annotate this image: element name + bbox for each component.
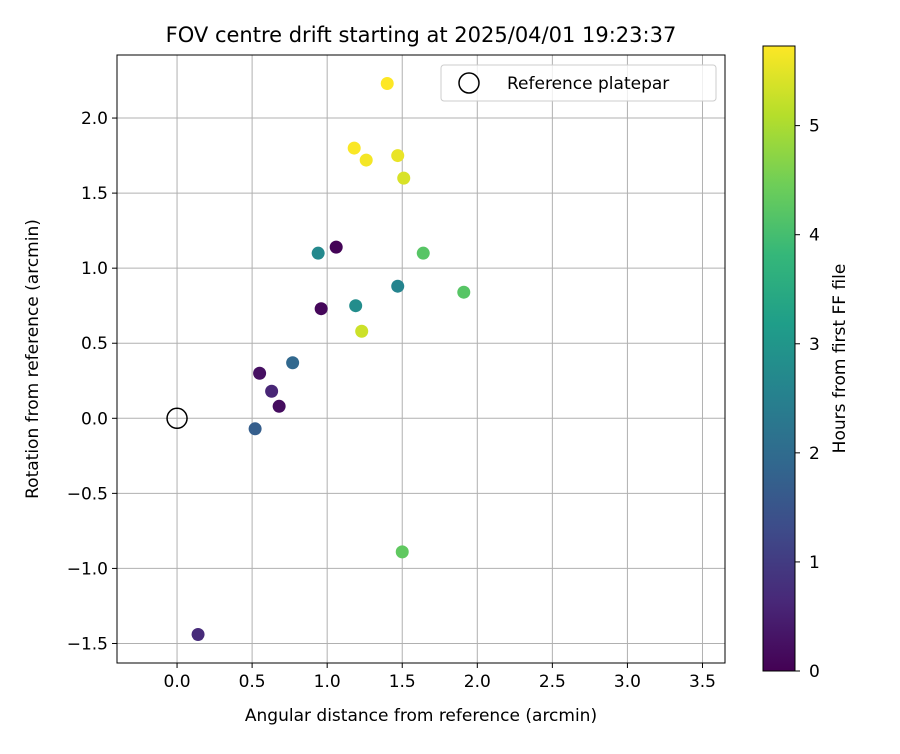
grid-lines: [117, 55, 725, 663]
y-tick-label: −1.0: [67, 559, 108, 579]
x-tick-label: 2.5: [539, 672, 566, 692]
x-tick-label: 1.0: [314, 672, 341, 692]
scatter-point: [355, 324, 369, 338]
plot-frame: [116, 54, 726, 664]
x-tick-label: 1.5: [389, 672, 416, 692]
scatter-point: [272, 399, 286, 413]
legend: Reference platepar: [440, 64, 717, 102]
reference-marker-group: [166, 407, 188, 430]
colorbar-label: Hours from first FF file: [830, 264, 850, 454]
colorbar-gradient: [762, 45, 796, 672]
colorbar-tick-label: 0: [809, 662, 820, 682]
scatter-point: [265, 384, 279, 398]
scatter-point: [347, 141, 361, 155]
scatter-point: [416, 246, 430, 260]
y-tick-label: 1.0: [81, 259, 108, 279]
data-points: [191, 77, 471, 641]
x-tick-label: 3.5: [689, 672, 716, 692]
scatter-point: [314, 302, 328, 316]
scatter-point: [253, 366, 267, 380]
legend-box: [440, 64, 717, 102]
x-tick-label: 0.5: [239, 672, 266, 692]
y-tick-label: −0.5: [67, 484, 108, 504]
chart-title: FOV centre drift starting at 2025/04/01 …: [166, 23, 677, 47]
scatter-point: [286, 356, 300, 370]
scatter-point: [395, 545, 409, 559]
reference-marker: [166, 407, 188, 430]
scatter-point: [349, 299, 363, 313]
x-tick-label: 0.0: [164, 672, 191, 692]
y-tick-label: −1.5: [67, 634, 108, 654]
colorbar-tick-label: 2: [809, 444, 820, 464]
scatter-point: [191, 627, 205, 641]
x-tick-label: 2.0: [464, 672, 491, 692]
x-axis-ticks: 0.0 0.5 1.0 1.5 2.0 2.5 3.0 3.5: [164, 663, 716, 692]
y-axis-label: Rotation from reference (arcmin): [23, 219, 43, 499]
scatter-point: [311, 246, 325, 260]
x-tick-label: 3.0: [614, 672, 641, 692]
y-tick-label: 2.0: [81, 109, 108, 129]
x-axis-label: Angular distance from reference (arcmin): [245, 706, 597, 726]
scatter-point: [248, 422, 262, 436]
y-tick-label: 1.5: [81, 184, 108, 204]
scatter-point: [329, 240, 343, 254]
y-tick-label: 0.0: [81, 409, 108, 429]
scatter-point: [380, 77, 394, 91]
legend-label-reference: Reference platepar: [507, 74, 669, 94]
colorbar-tick-label: 1: [809, 553, 820, 573]
colorbar-tick-label: 4: [809, 226, 820, 246]
y-tick-label: 0.5: [81, 334, 108, 354]
colorbar: 0 1 2 3 4 5 Hours from first FF file: [762, 45, 850, 682]
scatter-point: [391, 149, 405, 163]
scatter-point: [457, 285, 471, 299]
colorbar-ticks: 0 1 2 3 4 5: [795, 117, 820, 682]
colorbar-tick-label: 5: [809, 117, 820, 137]
scatter-point: [391, 279, 405, 293]
scatter-point: [397, 171, 411, 185]
colorbar-tick-label: 3: [809, 335, 820, 355]
legend-marker-reference: [458, 72, 480, 94]
scatter-point: [359, 153, 373, 167]
y-axis-ticks: −1.5 −1.0 −0.5 0.0 0.5 1.0 1.5 2.0: [67, 109, 117, 654]
